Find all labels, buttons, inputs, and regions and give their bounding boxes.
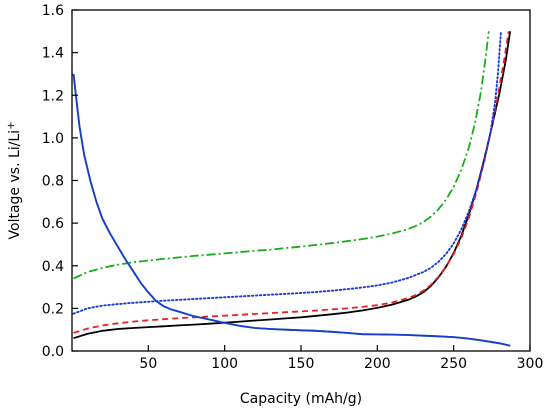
y-tick-label: 0.4: [42, 259, 64, 275]
y-tick-label: 0.0: [42, 344, 64, 360]
series-line-3: [72, 30, 502, 315]
series-layer: [72, 30, 512, 347]
series-line-1: [73, 31, 512, 340]
series-line-5: [72, 73, 511, 347]
y-tick-label: 1.0: [42, 131, 64, 147]
plot-frame: [71, 9, 531, 352]
x-tick-label: 100: [211, 356, 238, 372]
y-axis-title: Voltage vs. Li/Li+: [6, 122, 24, 240]
y-axis: 0.0 0.2 0.4 0.6 0.8 1.0 1.2 1.4 1.6: [42, 3, 78, 360]
x-tick-label: 50: [139, 356, 157, 372]
y-tick-label: 0.2: [42, 301, 64, 317]
y-tick-label: 1.2: [42, 88, 64, 104]
series-line-6: [72, 73, 511, 347]
x-axis: 50 100 150 200 250 300: [139, 345, 543, 372]
y-tick-label: 0.6: [42, 216, 64, 232]
x-tick-label: 200: [364, 356, 391, 372]
x-tick-label: 150: [288, 356, 315, 372]
x-tick-label: 300: [517, 356, 544, 372]
x-tick-label: 250: [440, 356, 467, 372]
y-axis-title-main: Voltage vs. Li/Li: [7, 130, 23, 240]
y-tick-label: 0.8: [42, 174, 64, 190]
y-tick-label: 1.4: [42, 46, 64, 62]
y-tick-label: 1.6: [42, 3, 64, 19]
series-line-2: [73, 31, 510, 334]
x-axis-title: Capacity (mAh/g): [240, 391, 362, 407]
series-line-4: [73, 31, 490, 280]
y-axis-title-superscript: +: [6, 122, 17, 130]
